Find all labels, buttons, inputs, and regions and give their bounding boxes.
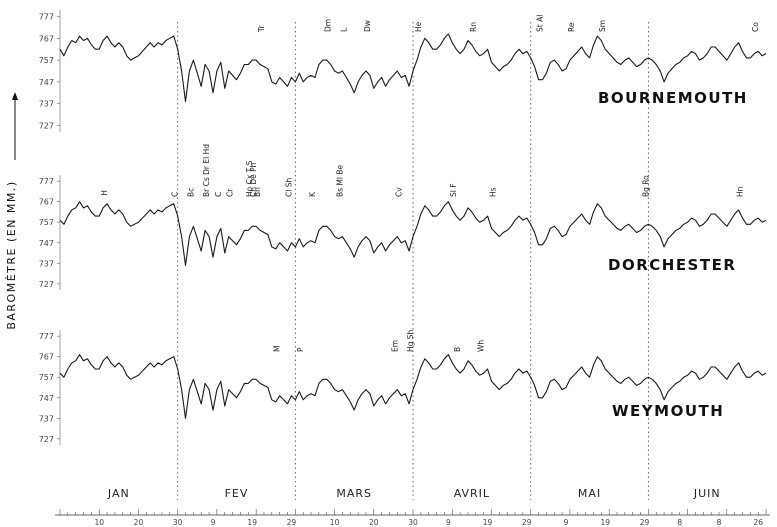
event-marker-label: St Al: [535, 15, 544, 32]
y-tick-label: 737: [39, 414, 54, 423]
event-marker-label: Bc: [186, 188, 195, 197]
event-marker-label: M: [273, 346, 282, 352]
y-tick-label: 757: [39, 373, 54, 382]
series-line-weymouth: [59, 354, 767, 419]
x-tick-label: 29: [287, 518, 297, 527]
event-marker-label: Cl Sh: [284, 178, 293, 197]
y-tick-label: 777: [39, 332, 54, 341]
series-panel-bournemouth: 727 737 747 757 767 777 BOURNEMOUTH Tr Dm L Dw He Rn…: [39, 10, 767, 132]
event-marker-label: Hn: [736, 186, 745, 197]
series-line-dorchester: [59, 201, 767, 266]
month-label: MARS: [336, 487, 372, 500]
x-tick-label: 9: [564, 518, 569, 527]
event-marker-label: Dm: [324, 19, 333, 32]
y-tick-label: 737: [39, 100, 54, 109]
event-marker-label: Wh: [477, 340, 486, 352]
series-line-bournemouth: [59, 33, 767, 103]
event-marker-label: Cr: [226, 188, 235, 197]
x-tick-label: 30: [408, 518, 418, 527]
event-marker-label: Rn: [469, 22, 478, 32]
event-marker-label: K: [308, 191, 317, 197]
y-tick-label: 747: [39, 394, 54, 403]
y-tick-label: 727: [39, 435, 54, 444]
x-tick-label: 8: [717, 518, 722, 527]
x-tick-label: 30: [173, 518, 183, 527]
event-marker-label: Sm: [598, 20, 607, 32]
series-label: DORCHESTER: [608, 256, 736, 274]
y-tick-label: 727: [39, 121, 54, 130]
event-marker-label: Bs Ml Be: [335, 164, 344, 197]
x-axis: JAN FEV MARS AVRIL MAI JUIN 10 20 30 9 19 29 10 20 30 9…: [55, 487, 770, 527]
event-marker-label: C: [171, 192, 180, 197]
y-tick-label: 777: [39, 177, 54, 186]
event-marker-label: Em: [390, 340, 399, 352]
x-tick-label: 19: [483, 518, 493, 527]
event-marker-label: P: [296, 347, 305, 352]
month-divider-lines: [177, 22, 649, 500]
y-tick-label: 757: [39, 56, 54, 65]
x-tick-label: 9: [211, 518, 216, 527]
month-label: JAN: [107, 487, 130, 500]
x-tick-label: 26: [753, 518, 763, 527]
y-tick-label: 767: [39, 353, 54, 362]
event-marker-label: L: [339, 27, 348, 32]
x-tick-label: 10: [94, 518, 104, 527]
event-marker-label: Hg Sh: [406, 329, 415, 352]
event-marker-label: Hs: [488, 187, 497, 197]
series-label: WEYMOUTH: [612, 402, 724, 420]
series-panel-dorchester: 727 737 747 757 767 777 DORCHESTER H C Bc Br Cs Dr…: [39, 144, 767, 290]
x-tick-label: 9: [446, 518, 451, 527]
event-marker-label: Dw: [363, 20, 372, 32]
x-tick-label: 29: [640, 518, 650, 527]
event-marker-label: Bg Ro: [641, 175, 650, 197]
event-marker-label: H: [100, 190, 109, 196]
y-tick-label: 747: [39, 78, 54, 87]
month-label: FEV: [225, 487, 249, 500]
y-tick-label: 777: [39, 13, 54, 22]
event-marker-label: Tr: [257, 25, 266, 33]
y-tick-label: 767: [39, 34, 54, 43]
month-label: AVRIL: [454, 487, 490, 500]
series-panels: 727 737 747 757 767 777 BOURNEMOUTH Tr Dm L Dw He Rn…: [39, 10, 767, 445]
series-panel-weymouth: 727 737 747 757 767 777 WEYMOUTH M P Em Hg Sh B Wh: [39, 329, 767, 445]
month-label: MAI: [578, 487, 601, 500]
y-tick-label: 747: [39, 239, 54, 248]
event-marker-label: Cv: [394, 187, 403, 197]
event-marker-label: B: [453, 347, 462, 352]
y-tick-label: 757: [39, 218, 54, 227]
event-marker-label: Ch De Ph: [249, 162, 258, 197]
x-tick-label: 19: [247, 518, 257, 527]
event-marker-label: Ho Cx T S: [245, 160, 254, 197]
series-label: BOURNEMOUTH: [598, 89, 748, 107]
x-tick-label: 19: [600, 518, 610, 527]
y-tick-label: 727: [39, 280, 54, 289]
event-marker-label: Br Cs Dr El Hd: [202, 144, 211, 197]
month-label: JUIN: [693, 487, 721, 500]
x-tick-label: 8: [677, 518, 682, 527]
event-marker-label: He: [414, 21, 423, 32]
event-marker-label: Sl F: [449, 183, 458, 197]
x-tick-label: 20: [369, 518, 379, 527]
y-axis-title: BAROMÈTRE (EN MM.): [5, 180, 18, 329]
y-tick-label: 737: [39, 259, 54, 268]
x-tick-label: 10: [330, 518, 340, 527]
y-tick-label: 767: [39, 198, 54, 207]
event-marker-label: Co: [751, 22, 760, 32]
y-axis-arrowhead: [12, 92, 18, 100]
x-tick-label: 20: [134, 518, 144, 527]
x-tick-label: 29: [522, 518, 532, 527]
event-marker-label: C: [214, 192, 223, 197]
event-marker-label: Re: [567, 22, 576, 32]
event-marker-label: Bn: [253, 187, 262, 197]
